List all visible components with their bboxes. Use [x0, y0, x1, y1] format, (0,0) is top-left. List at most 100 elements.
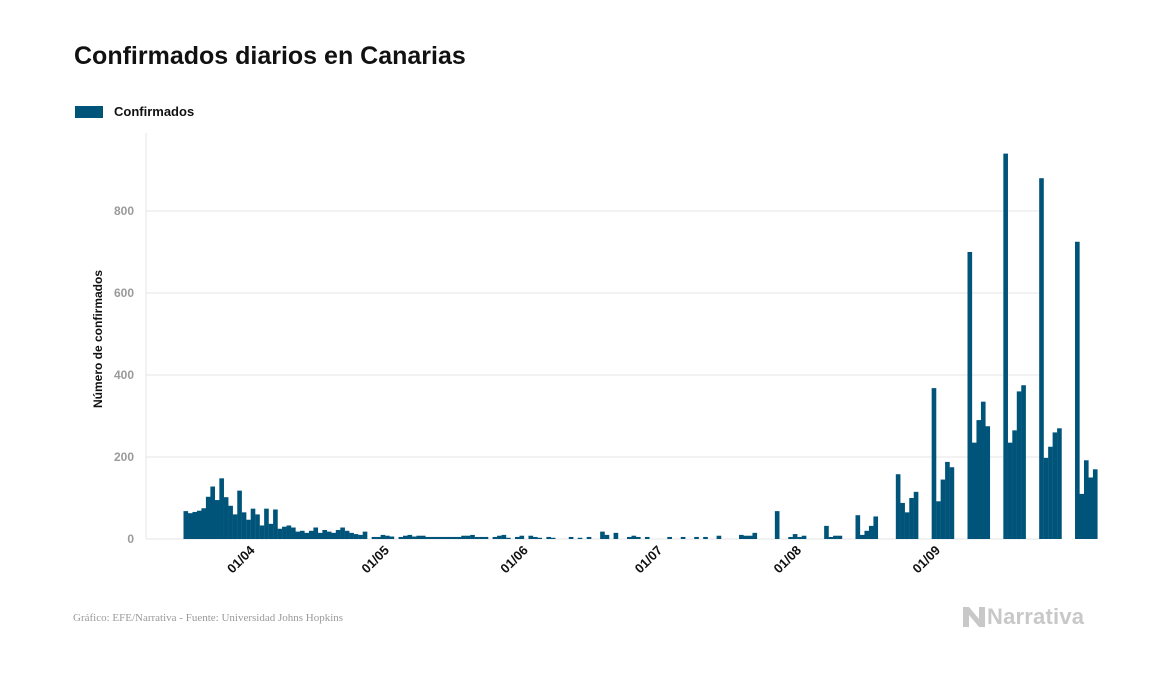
bar [299, 530, 305, 539]
bar [411, 536, 417, 539]
bar [273, 509, 278, 539]
bar [452, 536, 457, 539]
bar [277, 528, 283, 539]
bar [1039, 178, 1044, 539]
bar [304, 532, 310, 539]
bar [739, 534, 744, 539]
bar [936, 501, 941, 539]
bar [232, 514, 238, 539]
bar [358, 534, 363, 539]
logo-text: Narrativa [987, 604, 1085, 629]
bar [1021, 385, 1026, 539]
bar [183, 511, 189, 539]
bar [824, 525, 829, 539]
bar [680, 536, 686, 539]
bar [1003, 153, 1008, 539]
bar [461, 535, 466, 539]
x-tick-label: 01/08 [771, 543, 805, 577]
bar [627, 536, 632, 539]
bar [528, 535, 534, 539]
bar [308, 530, 314, 539]
y-axis-label: Número de confirmados [91, 270, 105, 408]
bar [600, 531, 605, 539]
bar [747, 535, 753, 539]
bar [474, 536, 480, 539]
bar [340, 527, 345, 539]
bar [479, 536, 484, 539]
bar [532, 536, 538, 539]
bar [644, 536, 650, 539]
bar [228, 505, 233, 539]
bar [537, 537, 543, 539]
bar [214, 500, 220, 539]
bar [335, 529, 341, 539]
grid-lines [146, 210, 1041, 540]
bar [828, 536, 834, 539]
bar [425, 536, 431, 539]
bar [380, 534, 386, 539]
bar [613, 532, 619, 539]
bar [949, 467, 955, 539]
bar [317, 532, 323, 539]
bars [183, 153, 1098, 539]
bar [1048, 446, 1053, 539]
chart-title: Confirmados diarios en Canarias [74, 42, 466, 70]
bar [864, 530, 870, 539]
bar [868, 525, 874, 539]
bar [492, 536, 498, 539]
y-tick-label: 400 [114, 368, 134, 382]
bar [353, 534, 359, 539]
bar [1016, 391, 1022, 539]
bar [985, 426, 991, 539]
bar [667, 536, 672, 539]
bar [859, 534, 865, 539]
x-axis-ticks: 01/04 01/05 01/06 01/07 01/08 01/09 [224, 542, 943, 576]
bar [635, 536, 641, 539]
bar [940, 479, 946, 539]
y-tick-label: 0 [127, 532, 134, 546]
bar [752, 532, 758, 539]
bar [326, 531, 332, 539]
bar [205, 496, 211, 539]
bar [895, 474, 901, 539]
bar [743, 535, 749, 539]
x-tick-label: 01/06 [497, 543, 531, 577]
bar [797, 536, 802, 539]
bar [295, 531, 301, 539]
bar [313, 527, 319, 539]
bar [447, 536, 453, 539]
source-footer: Gráfico: EFE/Narrativa - Fuente: Univers… [73, 612, 344, 624]
bar [501, 534, 507, 539]
x-tick-label: 01/04 [224, 542, 258, 576]
bar [1083, 460, 1089, 539]
bar [980, 401, 986, 539]
bar [259, 525, 265, 539]
bar [250, 508, 256, 539]
bar [703, 536, 708, 539]
bar [434, 536, 440, 539]
bar [219, 478, 224, 539]
bar [586, 536, 592, 539]
bar [465, 535, 471, 539]
bar [716, 535, 722, 539]
bar [1007, 442, 1013, 539]
x-tick-label: 01/07 [632, 543, 666, 577]
bar [196, 510, 202, 539]
y-tick-label: 600 [114, 286, 134, 300]
bar [223, 497, 229, 539]
bar [344, 530, 350, 539]
bar [1092, 469, 1098, 539]
bar [971, 442, 977, 539]
bar [837, 535, 843, 539]
bar [403, 535, 408, 539]
bar [945, 461, 950, 539]
x-tick-label: 01/05 [358, 543, 392, 577]
bar [788, 536, 793, 539]
bar [376, 536, 381, 539]
bar [909, 498, 914, 539]
bar [407, 534, 413, 539]
legend-swatch [75, 105, 103, 118]
bar [470, 534, 475, 539]
bar [201, 508, 207, 539]
